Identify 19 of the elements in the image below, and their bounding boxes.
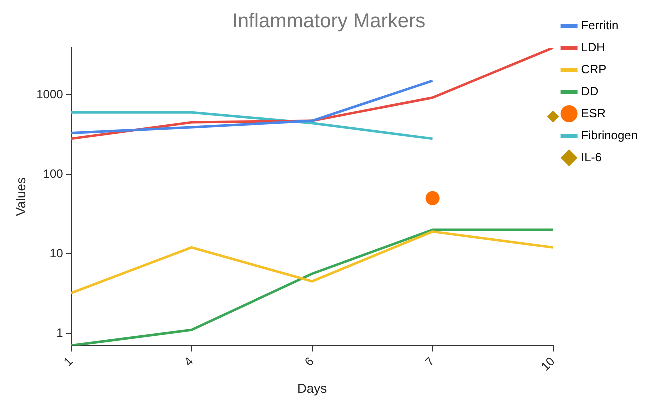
legend-label: DD <box>581 84 599 98</box>
legend-label: Ferritin <box>581 18 619 32</box>
x-axis-title: Days <box>297 380 328 396</box>
legend-label: IL-6 <box>581 150 602 164</box>
legend-label: Fibrinogen <box>581 128 638 142</box>
chart-title: Inflammatory Markers <box>232 10 426 33</box>
y-tick-label: 1000 <box>36 87 64 102</box>
x-tick-label: 6 <box>302 354 317 370</box>
x-tick-label: 7 <box>422 354 438 370</box>
y-tick-label: 1 <box>56 326 64 340</box>
y-tick-label: 100 <box>43 166 64 181</box>
x-tick-label: 1 <box>61 354 76 370</box>
legend-label: ESR <box>581 106 606 120</box>
y-tick-label: 10 <box>50 246 64 260</box>
legend-label: CRP <box>581 62 607 76</box>
legend-label: LDH <box>581 40 606 54</box>
x-tick-label: 4 <box>182 354 196 370</box>
x-tick-label: 10 <box>538 354 558 374</box>
y-axis-title: Values <box>13 177 28 216</box>
